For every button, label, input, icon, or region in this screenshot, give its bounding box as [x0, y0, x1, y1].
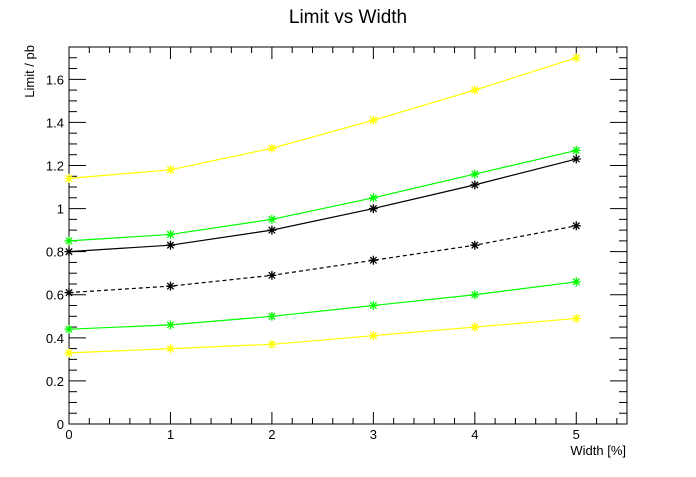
series-3 — [64, 154, 581, 257]
data-point-marker — [571, 221, 581, 231]
data-point-marker — [571, 154, 581, 164]
y-tick-label: 0.2 — [46, 374, 64, 389]
data-point-marker — [165, 240, 175, 250]
y-tick-label: 1.4 — [46, 115, 64, 130]
data-point-marker — [165, 229, 175, 239]
series-6 — [64, 313, 581, 358]
data-point-marker — [64, 288, 74, 298]
data-point-marker — [470, 169, 480, 179]
y-tick-label: 0.4 — [46, 331, 64, 346]
series-4 — [64, 221, 581, 298]
data-point-marker — [470, 240, 480, 250]
series-line — [68, 317, 577, 354]
data-point-marker — [368, 193, 378, 203]
data-point-marker — [165, 344, 175, 354]
data-point-marker — [368, 331, 378, 341]
data-point-marker — [267, 214, 277, 224]
data-point-marker — [571, 145, 581, 155]
data-point-marker — [368, 255, 378, 265]
series-1 — [64, 53, 581, 183]
data-point-marker — [267, 143, 277, 153]
data-point-marker — [267, 225, 277, 235]
x-axis-label: Width [%] — [570, 443, 626, 458]
data-point-marker — [571, 313, 581, 323]
series-layer — [64, 53, 581, 358]
data-point-marker — [64, 324, 74, 334]
x-tick-label: 2 — [268, 427, 275, 442]
chart-title: Limit vs Width — [289, 7, 407, 28]
y-tick-label: 1.6 — [46, 72, 64, 87]
data-point-marker — [368, 301, 378, 311]
y-tick-label: 0 — [57, 417, 64, 432]
y-tick-label: 1 — [57, 202, 64, 217]
x-tick-label: 3 — [370, 427, 377, 442]
series-line — [68, 57, 577, 180]
y-tick-label: 1.2 — [46, 158, 64, 173]
series-line — [68, 149, 577, 242]
series-line — [68, 225, 577, 294]
data-point-marker — [64, 348, 74, 358]
y-axis-label: Limit / pb — [22, 45, 37, 98]
axes-layer: 0 1 2 3 4 5 0 0.2 0.4 0.6 0.8 1 1.2 1.4 1.6 — [46, 46, 627, 442]
data-point-marker — [571, 277, 581, 287]
data-point-marker — [368, 204, 378, 214]
x-tick-label: 0 — [65, 427, 72, 442]
data-point-marker — [267, 339, 277, 349]
data-point-marker — [267, 311, 277, 321]
y-tick-label: 0.6 — [46, 288, 64, 303]
x-tick-label: 5 — [573, 427, 580, 442]
data-point-marker — [64, 173, 74, 183]
data-point-marker — [368, 115, 378, 125]
data-point-marker — [64, 236, 74, 246]
series-line — [68, 281, 577, 330]
x-tick-label: 4 — [471, 427, 478, 442]
data-point-marker — [470, 290, 480, 300]
data-point-marker — [267, 270, 277, 280]
data-point-marker — [165, 165, 175, 175]
data-point-marker — [470, 180, 480, 190]
data-point-marker — [165, 320, 175, 330]
data-point-marker — [470, 85, 480, 95]
data-point-marker — [165, 281, 175, 291]
data-point-marker — [470, 322, 480, 332]
data-point-marker — [64, 247, 74, 257]
x-tick-label: 1 — [167, 427, 174, 442]
series-2 — [64, 145, 581, 246]
series-5 — [64, 277, 581, 334]
plot-frame — [68, 46, 628, 425]
y-tick-label: 0.8 — [46, 245, 64, 260]
data-point-marker — [571, 53, 581, 63]
series-line — [68, 158, 577, 253]
